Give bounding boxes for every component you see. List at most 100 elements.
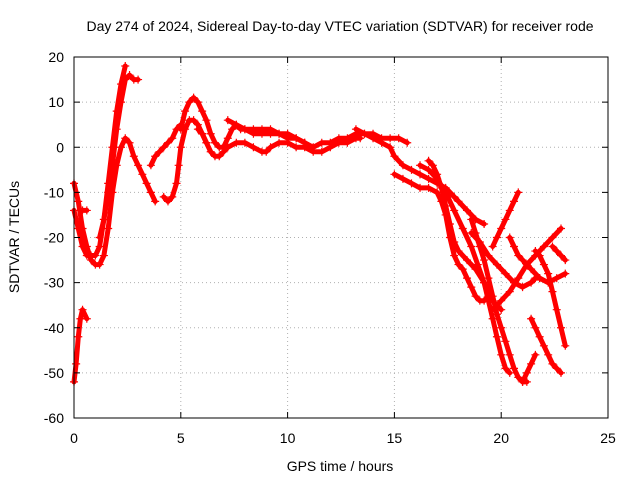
x-tick-label: 25 bbox=[600, 430, 616, 446]
data-point-marker bbox=[343, 134, 352, 143]
data-point-marker bbox=[497, 350, 506, 359]
series-sat-e bbox=[78, 206, 91, 215]
data-point-marker bbox=[463, 256, 472, 265]
data-point-marker bbox=[317, 138, 326, 147]
data-point-marker bbox=[535, 251, 544, 260]
data-point-marker bbox=[407, 179, 416, 188]
data-point-marker bbox=[91, 251, 100, 260]
data-point-marker bbox=[240, 125, 249, 134]
data-point-marker bbox=[249, 143, 258, 152]
data-point-marker bbox=[394, 134, 403, 143]
data-point-marker bbox=[445, 219, 454, 228]
data-point-marker bbox=[497, 296, 506, 305]
data-point-marker bbox=[326, 138, 335, 147]
data-point-marker bbox=[125, 71, 134, 80]
data-point-marker bbox=[116, 98, 125, 107]
data-point-marker bbox=[505, 233, 514, 242]
data-point-marker bbox=[433, 174, 442, 183]
y-tick-label: 20 bbox=[48, 49, 64, 65]
y-tick-label: -30 bbox=[44, 275, 64, 291]
y-tick-label: 10 bbox=[48, 94, 64, 110]
data-point-marker bbox=[454, 197, 463, 206]
data-point-marker bbox=[104, 188, 113, 197]
data-point-marker bbox=[450, 251, 459, 260]
data-point-marker bbox=[428, 161, 437, 170]
data-point-marker bbox=[458, 224, 467, 233]
data-point-marker bbox=[112, 125, 121, 134]
data-point-marker bbox=[505, 206, 514, 215]
data-point-marker bbox=[266, 143, 275, 152]
data-point-marker bbox=[176, 143, 185, 152]
data-point-marker bbox=[527, 278, 536, 287]
data-point-marker bbox=[193, 125, 202, 134]
data-point-marker bbox=[552, 364, 561, 373]
series-line bbox=[550, 244, 568, 263]
data-point-marker bbox=[467, 242, 476, 251]
data-point-marker bbox=[454, 260, 463, 269]
data-point-marker bbox=[176, 125, 185, 134]
data-point-marker bbox=[514, 274, 523, 283]
series-sat-t bbox=[531, 247, 570, 350]
data-point-marker bbox=[134, 161, 143, 170]
tick-layer: 0 5 10 15 20 25 -60 -50 -40 -30 -20 -10 0 10 20 bbox=[44, 49, 616, 446]
data-point-marker bbox=[497, 224, 506, 233]
data-point-marker bbox=[181, 107, 190, 116]
data-point-marker bbox=[492, 310, 501, 319]
series-sat-i bbox=[193, 125, 365, 161]
data-point-marker bbox=[416, 170, 425, 179]
data-point-marker bbox=[351, 125, 360, 134]
data-point-marker bbox=[488, 314, 497, 323]
data-point-marker bbox=[539, 242, 548, 251]
data-point-marker bbox=[505, 350, 514, 359]
data-point-marker bbox=[548, 233, 557, 242]
chart-title: Day 274 of 2024, Sidereal Day-to-day VTE… bbox=[86, 18, 593, 34]
data-point-marker bbox=[142, 179, 151, 188]
data-point-marker bbox=[514, 373, 523, 382]
data-point-marker bbox=[95, 260, 104, 269]
data-point-marker bbox=[228, 125, 237, 134]
data-point-marker bbox=[514, 188, 523, 197]
data-point-marker bbox=[266, 125, 275, 134]
data-point-marker bbox=[539, 341, 548, 350]
data-point-marker bbox=[223, 143, 232, 152]
series-sat-c bbox=[95, 71, 143, 242]
data-point-marker bbox=[163, 197, 172, 206]
data-point-marker bbox=[544, 350, 553, 359]
data-point-marker bbox=[219, 147, 228, 156]
data-point-marker bbox=[210, 138, 219, 147]
data-point-marker bbox=[309, 143, 318, 152]
data-point-marker bbox=[369, 134, 378, 143]
data-point-marker bbox=[424, 174, 433, 183]
data-point-marker bbox=[292, 134, 301, 143]
data-point-marker bbox=[317, 147, 326, 156]
data-point-marker bbox=[146, 161, 155, 170]
data-point-marker bbox=[172, 179, 181, 188]
data-point-marker bbox=[552, 305, 561, 314]
data-point-marker bbox=[557, 251, 566, 260]
data-point-marker bbox=[283, 138, 292, 147]
data-point-marker bbox=[78, 242, 87, 251]
series-line bbox=[468, 230, 543, 290]
data-point-marker bbox=[433, 188, 442, 197]
x-tick-label: 5 bbox=[177, 430, 185, 446]
data-point-marker bbox=[202, 116, 211, 125]
series-sat-p bbox=[488, 188, 523, 251]
data-point-marker bbox=[458, 265, 467, 274]
data-point-marker bbox=[398, 174, 407, 183]
data-point-marker bbox=[108, 161, 117, 170]
x-axis-label: GPS time / hours bbox=[287, 458, 394, 474]
data-point-marker bbox=[514, 251, 523, 260]
data-point-marker bbox=[510, 364, 519, 373]
data-point-marker bbox=[548, 359, 557, 368]
data-point-marker bbox=[134, 75, 143, 84]
x-tick-label: 10 bbox=[280, 430, 296, 446]
data-point-marker bbox=[232, 120, 241, 129]
data-point-marker bbox=[155, 147, 164, 156]
data-point-marker bbox=[492, 233, 501, 242]
data-point-marker bbox=[518, 283, 527, 292]
y-tick-label: -10 bbox=[44, 184, 64, 200]
x-tick-label: 20 bbox=[493, 430, 509, 446]
data-point-marker bbox=[125, 138, 134, 147]
data-point-marker bbox=[473, 260, 482, 269]
data-point-marker bbox=[223, 116, 232, 125]
